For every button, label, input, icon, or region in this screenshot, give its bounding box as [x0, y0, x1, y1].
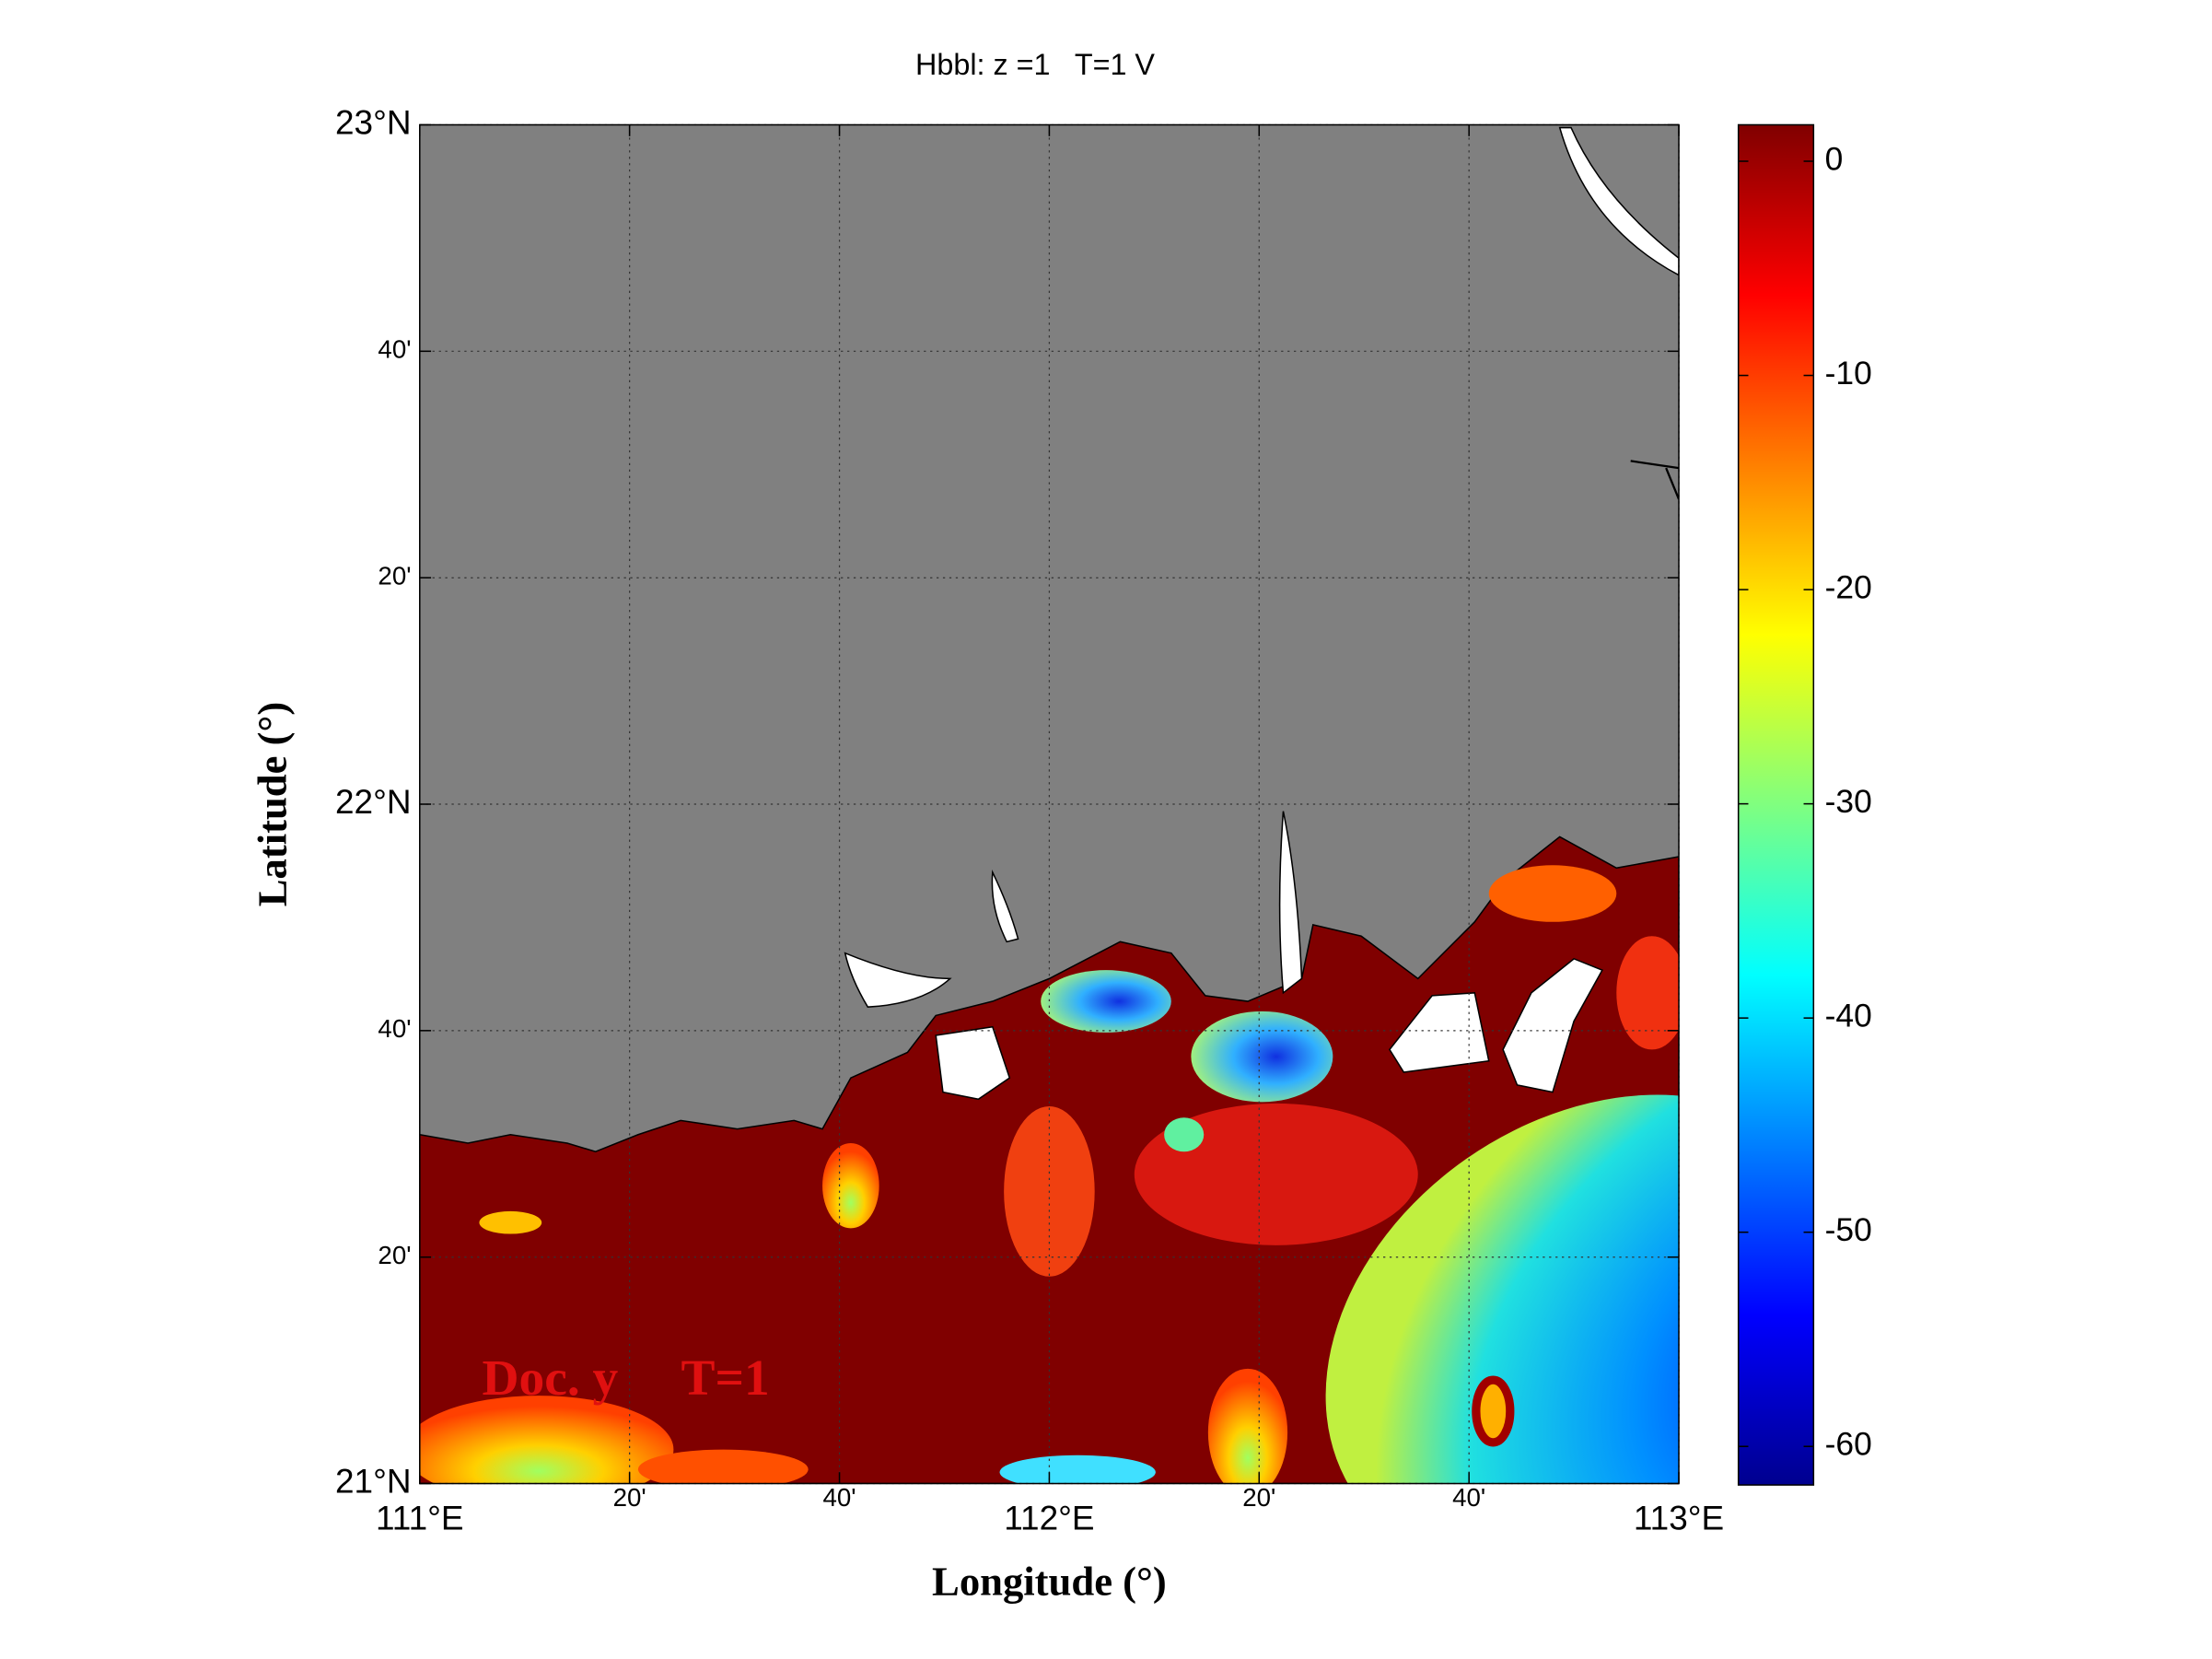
field-blob: [1134, 1103, 1418, 1245]
field-blob: [1164, 1117, 1205, 1152]
field-blob: [1488, 865, 1617, 922]
colorbar: [1737, 123, 1815, 1486]
x-tick-label: 20': [613, 1483, 646, 1512]
colorbar-tick-label: -10: [1825, 355, 1872, 391]
field-blob: [479, 1210, 542, 1234]
field-blob: [1616, 936, 1680, 1050]
field-blob: [419, 1396, 674, 1484]
field-blob: [1325, 1094, 1680, 1484]
field-blob: [822, 1143, 879, 1229]
bay: [1278, 811, 1303, 995]
island: [935, 1025, 1011, 1101]
field-blob: [999, 1455, 1156, 1484]
island: [1502, 957, 1603, 1093]
river: [1630, 460, 1680, 500]
colorbar-tick-label: -50: [1825, 1211, 1872, 1248]
colorbar-tick-label: -30: [1825, 783, 1872, 820]
x-tick-label: 112°E: [1004, 1499, 1094, 1536]
y-tick-label: 40': [378, 335, 411, 364]
chart-title: Hbbl: z =1 T=1 V: [915, 48, 1155, 81]
map-field: [419, 124, 1680, 1484]
x-tick-label: 40': [823, 1483, 856, 1512]
annotation: Doc. y T=1: [483, 1349, 770, 1406]
field-blob: [1472, 1375, 1515, 1447]
x-axis-label: Longitude (°): [932, 1559, 1167, 1605]
x-tick-label: 20': [1242, 1483, 1275, 1512]
bay: [844, 952, 952, 1008]
y-tick-label: 20': [378, 562, 411, 590]
field-blob: [1191, 1011, 1333, 1103]
x-tick-label: 40': [1452, 1483, 1485, 1512]
x-tick-label: 113°E: [1634, 1499, 1724, 1536]
colorbar-tick-label: -20: [1825, 568, 1872, 605]
field-blob: [637, 1449, 809, 1484]
y-tick-label: 21°N: [335, 1462, 412, 1500]
colorbar-tick-label: -60: [1825, 1426, 1872, 1463]
y-tick-label: 23°N: [335, 103, 412, 141]
y-tick-label: 40': [378, 1014, 411, 1043]
colorbar-tick-label: 0: [1825, 140, 1844, 177]
field-blob: [1207, 1368, 1288, 1484]
y-tick-label: 22°N: [335, 783, 412, 821]
field-blob: [1041, 970, 1171, 1033]
x-tick-label: 111°E: [376, 1499, 464, 1536]
y-axis-label: Latitude (°): [250, 702, 296, 906]
y-tick-label: 20': [378, 1241, 411, 1269]
colorbar-tick-label: -40: [1825, 998, 1872, 1034]
island: [1389, 991, 1490, 1073]
bay: [991, 870, 1019, 943]
